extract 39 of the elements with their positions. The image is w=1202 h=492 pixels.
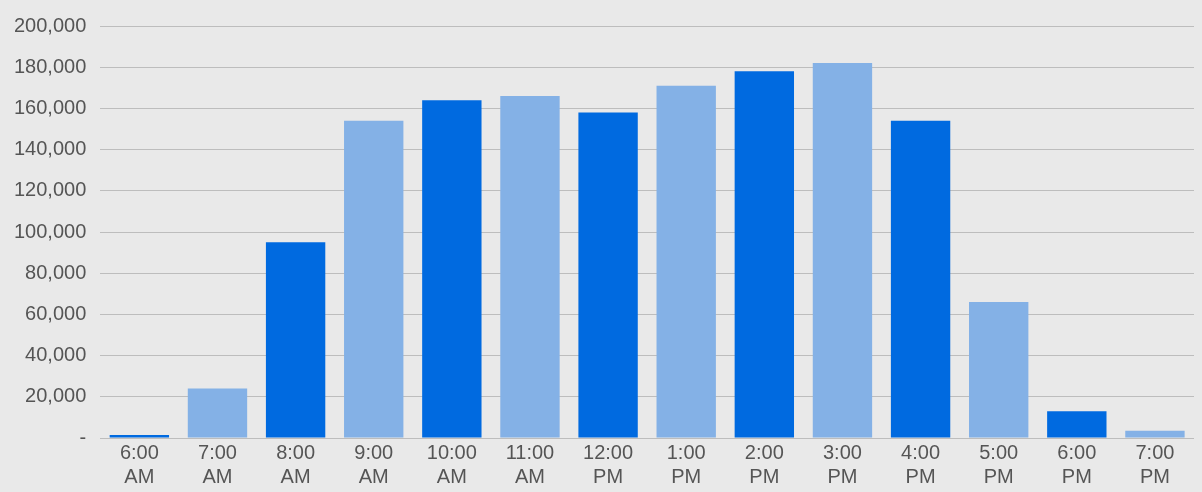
- y-tick-label: 200,000: [14, 13, 87, 36]
- x-tick-label: 12:00 PM: [583, 440, 634, 487]
- y-tick-label: 160,000: [14, 95, 87, 118]
- x-tick-label: 10:00 AM: [426, 440, 477, 487]
- y-tick-label: 80,000: [25, 260, 87, 283]
- y-tick-label: 120,000: [14, 178, 87, 201]
- bar: [187, 388, 248, 438]
- bar: [344, 120, 404, 438]
- y-tick-label: 180,000: [14, 54, 87, 77]
- bar: [422, 100, 482, 438]
- x-tick-label: 3:00 PM: [822, 440, 862, 487]
- bar: [265, 242, 326, 438]
- bar: [109, 434, 170, 438]
- x-tick-label: 9:00 AM: [354, 440, 394, 487]
- y-tick-label: -: [79, 425, 87, 448]
- y-tick-label: 100,000: [14, 219, 87, 242]
- bar: [578, 112, 638, 438]
- x-tick-label: 4:00 PM: [901, 440, 941, 487]
- bar: [656, 85, 716, 438]
- y-tick-label: 60,000: [25, 301, 87, 324]
- x-tick-label: 7:00 AM: [198, 440, 237, 487]
- bar: [969, 302, 1029, 438]
- bar: [1047, 411, 1107, 438]
- y-tick-label: 140,000: [14, 137, 87, 160]
- x-tick-label: 6:00 AM: [119, 440, 159, 487]
- bar: [734, 71, 795, 438]
- x-tick-label: 8:00 AM: [276, 440, 316, 487]
- y-tick-label: 20,000: [25, 384, 87, 407]
- bar: [500, 96, 560, 438]
- bar: [1125, 430, 1185, 438]
- bar: [890, 120, 951, 438]
- y-tick-label: 40,000: [25, 343, 87, 366]
- x-tick-label: 2:00 PM: [744, 440, 784, 487]
- x-tick-label: 11:00 AM: [505, 440, 555, 487]
- x-tick-label: 5:00 PM: [979, 440, 1019, 487]
- x-tick-label: 1:00 PM: [666, 440, 706, 487]
- x-tick-label: 7:00 PM: [1135, 440, 1175, 487]
- bar: [812, 63, 873, 438]
- x-tick-label: 6:00 PM: [1057, 440, 1097, 487]
